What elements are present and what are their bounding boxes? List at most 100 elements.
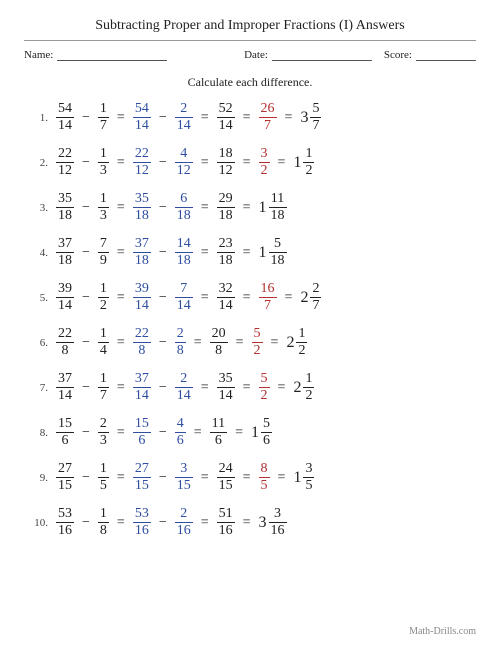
fraction: 56 <box>261 417 272 448</box>
fraction: 85 <box>259 462 270 493</box>
fraction: 156 <box>56 417 74 448</box>
fraction: 216 <box>175 507 193 538</box>
fraction: 12 <box>303 147 314 178</box>
equals: = <box>115 200 127 216</box>
equals: = <box>241 110 253 126</box>
fraction: 12 <box>98 282 109 313</box>
fraction: 14 <box>98 327 109 358</box>
expression: 5316−18=5316−216=5116=3316 <box>56 507 287 538</box>
equals: = <box>115 335 127 351</box>
fraction: 156 <box>133 417 151 448</box>
fraction: 3518 <box>56 192 74 223</box>
fraction: 214 <box>175 102 193 133</box>
equals: = <box>115 155 127 171</box>
fraction: 2212 <box>56 147 74 178</box>
minus-op: − <box>157 290 169 306</box>
equals: = <box>199 470 211 486</box>
fraction: 714 <box>175 282 193 313</box>
minus-op: − <box>80 470 92 486</box>
fraction: 18 <box>98 507 109 538</box>
fraction: 52 <box>252 327 263 358</box>
fraction: 57 <box>310 102 321 133</box>
mixed-number: 11118 <box>259 192 287 223</box>
minus-op: − <box>80 155 92 171</box>
equals: = <box>192 335 204 351</box>
problem-row: 3914−12=3914−714=3214=167=227 <box>28 282 476 313</box>
minus-op: − <box>80 425 92 441</box>
fraction: 5316 <box>56 507 74 538</box>
equals: = <box>234 335 246 351</box>
fraction: 23 <box>98 417 109 448</box>
fraction: 5214 <box>217 102 235 133</box>
fraction: 214 <box>175 372 193 403</box>
date-label: Date: <box>244 49 268 61</box>
fraction: 3518 <box>133 192 151 223</box>
equals: = <box>115 110 127 126</box>
fraction: 46 <box>175 417 186 448</box>
equals: = <box>241 380 253 396</box>
fraction: 12 <box>296 327 307 358</box>
fraction: 3214 <box>217 282 235 313</box>
fraction: 167 <box>259 282 277 313</box>
name-line <box>57 50 167 61</box>
equals: = <box>241 290 253 306</box>
problem-row: 2212−13=2212−412=1812=32=112 <box>28 147 476 178</box>
equals: = <box>115 515 127 531</box>
fraction: 17 <box>98 102 109 133</box>
fraction: 228 <box>56 327 74 358</box>
fraction: 2318 <box>217 237 235 268</box>
problem-row: 2715−15=2715−315=2415=85=135 <box>28 462 476 493</box>
fraction: 2715 <box>133 462 151 493</box>
fraction: 3718 <box>133 237 151 268</box>
problem-row: 5316−18=5316−216=5116=3316 <box>28 507 476 538</box>
problem-row: 5414−17=5414−214=5214=267=357 <box>28 102 476 133</box>
expression: 2212−13=2212−412=1812=32=112 <box>56 147 314 178</box>
fraction: 12 <box>303 372 314 403</box>
fraction: 15 <box>98 462 109 493</box>
problem-row: 3718−79=3718−1418=2318=1518 <box>28 237 476 268</box>
fraction: 2415 <box>217 462 235 493</box>
fraction: 2918 <box>217 192 235 223</box>
equals: = <box>276 155 288 171</box>
equals: = <box>241 200 253 216</box>
fraction: 315 <box>175 462 193 493</box>
minus-op: − <box>157 200 169 216</box>
fraction: 5414 <box>133 102 151 133</box>
expression: 3714−17=3714−214=3514=52=212 <box>56 372 314 403</box>
fraction: 2212 <box>133 147 151 178</box>
instruction-text: Calculate each difference. <box>24 75 476 90</box>
equals: = <box>199 200 211 216</box>
fraction: 27 <box>310 282 321 313</box>
equals: = <box>199 380 211 396</box>
equals: = <box>115 470 127 486</box>
equals: = <box>115 425 127 441</box>
equals: = <box>283 290 295 306</box>
equals: = <box>241 515 253 531</box>
equals: = <box>115 380 127 396</box>
minus-op: − <box>80 200 92 216</box>
expression: 3914−12=3914−714=3214=167=227 <box>56 282 321 313</box>
fraction: 1812 <box>217 147 235 178</box>
fraction: 1118 <box>269 192 287 223</box>
fraction: 3714 <box>133 372 151 403</box>
minus-op: − <box>157 245 169 261</box>
problem-row: 228−14=228−28=208=52=212 <box>28 327 476 358</box>
fraction: 13 <box>98 192 109 223</box>
minus-op: − <box>157 470 169 486</box>
fraction: 3914 <box>133 282 151 313</box>
equals: = <box>192 425 204 441</box>
minus-op: − <box>80 290 92 306</box>
expression: 5414−17=5414−214=5214=267=357 <box>56 102 321 133</box>
fraction: 1418 <box>175 237 193 268</box>
score-label: Score: <box>384 49 412 61</box>
name-label: Name: <box>24 49 53 61</box>
date-field: Date: <box>244 49 372 61</box>
fraction: 35 <box>303 462 314 493</box>
equals: = <box>199 515 211 531</box>
fraction: 267 <box>259 102 277 133</box>
worksheet-page: Subtracting Proper and Improper Fraction… <box>0 0 500 647</box>
equals: = <box>199 155 211 171</box>
fraction: 3714 <box>56 372 74 403</box>
mixed-number: 1518 <box>259 237 287 268</box>
fraction: 5414 <box>56 102 74 133</box>
